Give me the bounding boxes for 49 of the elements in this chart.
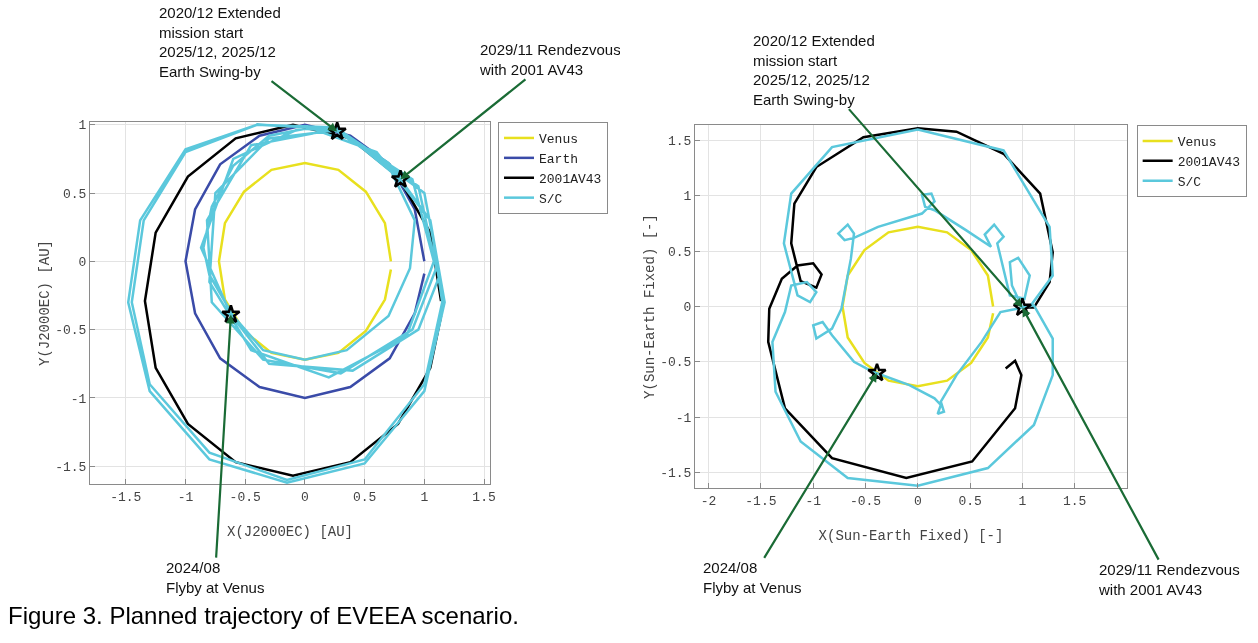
x-tick-label: 1.5: [1063, 493, 1087, 509]
x-axis-title: X(J2000EC) [AU]: [226, 524, 354, 540]
x-tick-label: 0.5: [352, 489, 377, 505]
annotation: 2020/12 Extended mission start 2025/12, 2025/12 Earth Swing-by: [159, 4, 281, 80]
y-tick-label: 1: [683, 189, 692, 205]
legend-label: 2001AV43: [1177, 154, 1241, 170]
y-tick-label: -0.5: [660, 355, 692, 371]
x-tick-label: 0.5: [958, 493, 982, 509]
annotation: 2024/08 Flyby at Venus: [703, 559, 802, 596]
x-tick-label: 0: [913, 493, 922, 509]
x-tick-label: 1: [1018, 493, 1027, 509]
x-tick-label: -1: [805, 493, 822, 509]
y-tick-label: 0.5: [667, 244, 692, 260]
point: [221, 304, 241, 324]
x-axis-title: X(Sun-Earth Fixed) [-]: [818, 528, 1004, 544]
x-tick-label: 1.5: [472, 489, 496, 505]
y-tick-label: -1.5: [660, 466, 692, 482]
y-tick-label: 0.5: [62, 186, 87, 202]
point: [327, 122, 348, 141]
y-tick-label: 0: [683, 300, 692, 316]
y-tick-label: -1: [70, 391, 87, 407]
x-tick-label: -0.5: [849, 493, 882, 509]
legend-label: Venus: [1177, 135, 1217, 151]
x-tick-label: -1.5: [110, 489, 142, 505]
x-tick-label: -0.5: [229, 489, 261, 505]
annotation: 2029/11 Rendezvous with 2001 AV43: [479, 41, 621, 78]
legend-label: S/C: [1177, 174, 1202, 190]
annotation: 2020/12 Extended mission start 2025/12, 2025/12 Earth Swing-by: [753, 32, 875, 108]
y-tick-label: 0: [78, 254, 87, 270]
legend-label: Earth: [539, 151, 579, 167]
annotation: 2024/08 Flyby at Venus: [166, 559, 265, 596]
y-tick-label: -1: [675, 410, 692, 426]
legend-label: Venus: [539, 132, 579, 148]
y-axis-title: Y(J2000EC) [AU]: [37, 239, 54, 367]
x-tick-label: 0: [301, 489, 309, 505]
x-tick-label: -1.5: [745, 493, 777, 509]
caption: Figure 3. Planned trajectory of EVEEA scenario.: [8, 602, 519, 630]
annotation: 2029/11 Rendezvous with 2001 AV43: [1098, 561, 1240, 598]
legend-label: S/C: [539, 191, 563, 207]
y-tick-label: -0.5: [55, 323, 87, 339]
x-tick-label: -2: [700, 493, 717, 509]
point: [390, 169, 411, 188]
x-tick-label: -1: [177, 489, 194, 505]
y-tick-label: 1: [78, 118, 87, 134]
y-tick-label: -1.5: [55, 459, 87, 475]
y-axis-title: Y(Sun-Earth Fixed) [-]: [642, 214, 659, 399]
x-tick-label: 1: [420, 489, 429, 505]
y-tick-label: 1.5: [667, 134, 692, 150]
legend-label: 2001AV43: [539, 171, 602, 187]
